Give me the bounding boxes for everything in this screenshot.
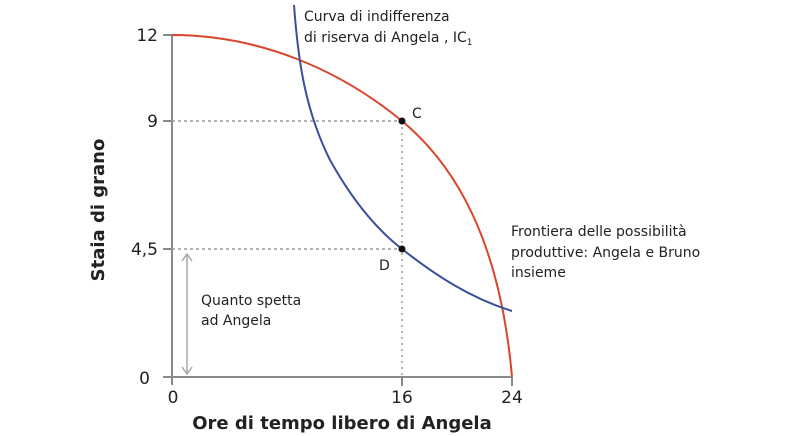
y-tick-label: 0 <box>139 369 150 389</box>
ic-label-line1: Curva di indifferenza <box>304 9 450 25</box>
y-tick-label: 9 <box>147 112 158 132</box>
y-tick-label: 4,5 <box>131 240 158 260</box>
arrow-down-icon <box>181 366 193 376</box>
share-label-line2: ad Angela <box>201 313 271 329</box>
share-label-line1: Quanto spetta <box>201 293 301 309</box>
point-d-label: D <box>379 258 390 274</box>
y-axis-title: Staia di grano <box>88 139 109 282</box>
x-tick-label: 16 <box>391 388 413 408</box>
ppf-label-line1: Frontiera delle possibilità <box>511 224 687 240</box>
ppf-label-line2: produttive: Angela e Bruno <box>511 245 700 261</box>
point-d <box>398 245 406 253</box>
ic-label-line2: di riserva di Angela , IC1 <box>304 30 472 48</box>
x-tick-label: 24 <box>501 388 523 408</box>
ppf-label-line3: insieme <box>511 265 566 281</box>
point-c-label: C <box>412 106 422 122</box>
arrow-up-icon <box>181 252 193 262</box>
x-axis-title: Ore di tempo libero di Angela <box>192 413 491 434</box>
y-tick-label: 12 <box>136 26 158 46</box>
indifference-curve <box>293 4 513 312</box>
x-tick-label: 0 <box>168 388 179 408</box>
point-c <box>398 117 406 125</box>
